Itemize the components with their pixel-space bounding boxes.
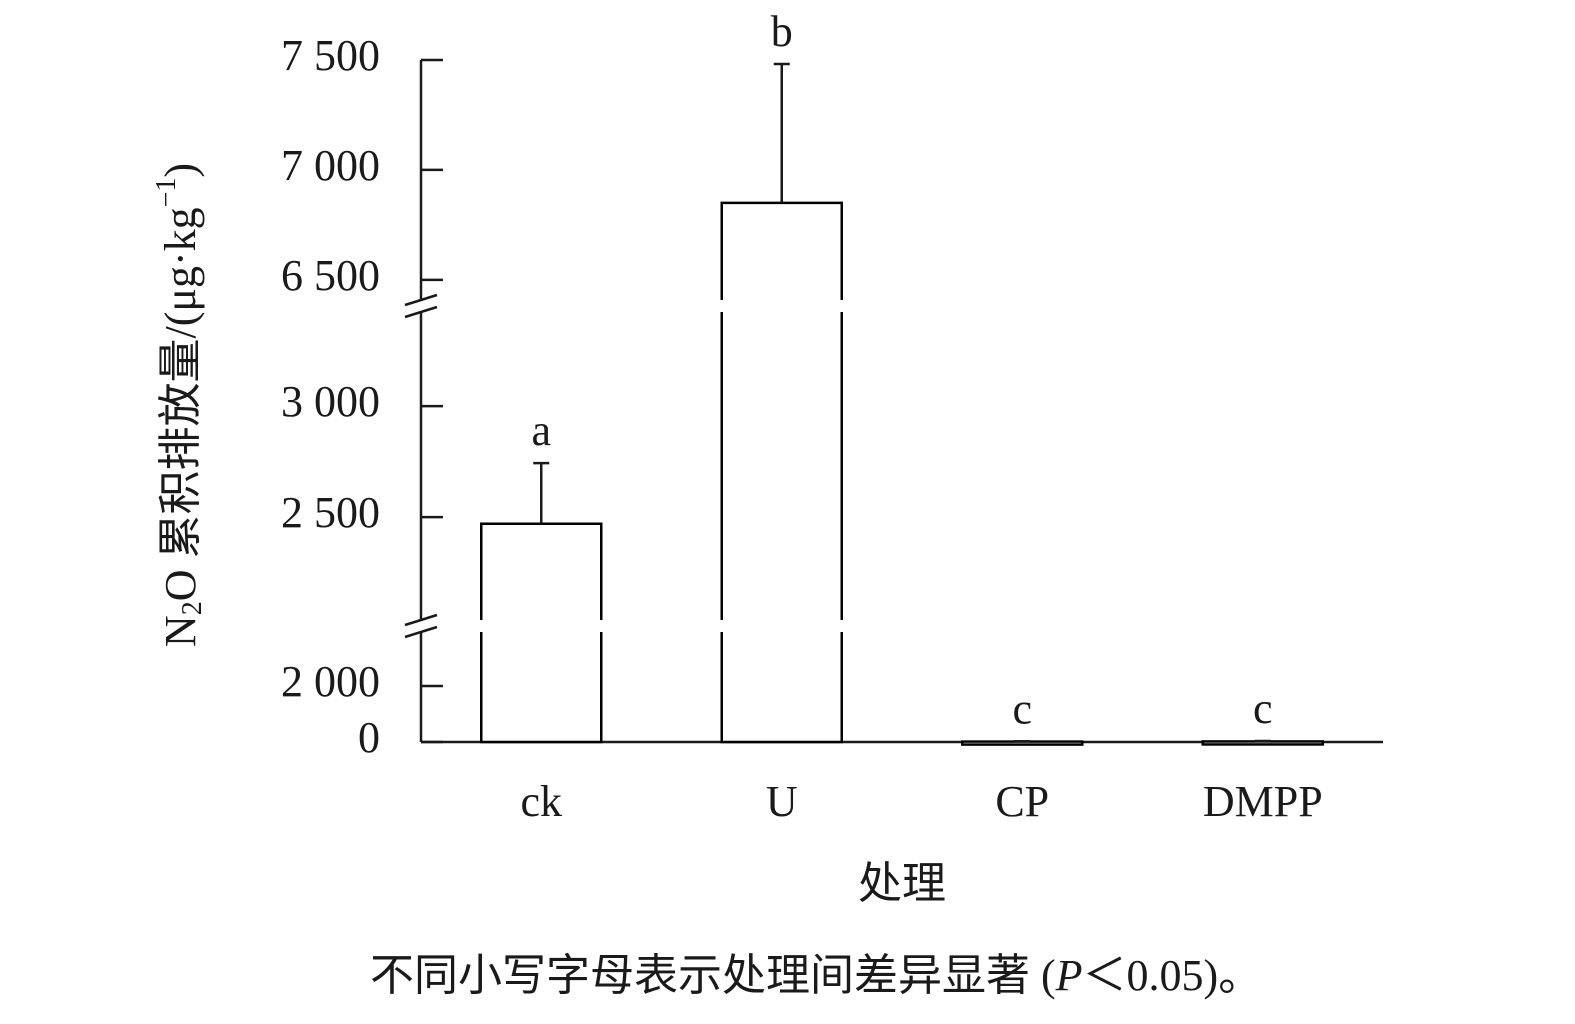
- note-part: P: [1055, 951, 1083, 1000]
- y-tick-label: 2 000: [281, 657, 380, 706]
- y-tick-label: 7 000: [281, 141, 380, 190]
- x-tick-label: CP: [995, 777, 1049, 826]
- y-label-sub: 2: [177, 601, 208, 615]
- note-part: 不同小写字母表示处理间差异显著 (: [370, 951, 1056, 1000]
- axis-break: [404, 305, 438, 319]
- y-tick-label: 3 000: [281, 377, 380, 426]
- note-part: ＜0.05)。: [1083, 951, 1263, 1000]
- axis-break: [404, 613, 438, 627]
- y-label-part: ): [156, 163, 205, 178]
- y-label-part: N: [156, 615, 205, 647]
- y-label-sup: −1: [151, 178, 182, 208]
- bar-break-gap: [718, 300, 845, 312]
- axis-break: [404, 625, 438, 639]
- y-axis-label: N2O 累积排放量/(μg·kg−1): [151, 163, 208, 647]
- significance-label: c: [1253, 684, 1273, 733]
- x-tick-label: DMPP: [1203, 777, 1323, 826]
- y-tick-label: 0: [358, 713, 380, 762]
- bar: [720, 201, 843, 744]
- axis-break: [404, 293, 438, 307]
- y-tick-label: 6 500: [281, 251, 380, 300]
- bar: [480, 522, 603, 744]
- bar-break-gap: [478, 620, 605, 632]
- y-tick-label: 2 500: [281, 488, 380, 537]
- axis-break-gap: [417, 300, 425, 312]
- x-tick-label: U: [766, 777, 798, 826]
- axis-break-gap: [417, 620, 425, 632]
- significance-label: b: [771, 7, 793, 56]
- x-axis-label: 处理: [858, 859, 946, 908]
- note: 不同小写字母表示处理间差异显著 (P＜0.05)。: [370, 951, 1262, 1000]
- significance-label: c: [1012, 684, 1032, 733]
- bar-break-gap: [718, 620, 845, 632]
- y-label-part: O 累积排放量/(μg·kg: [156, 207, 205, 601]
- significance-label: a: [531, 406, 551, 455]
- y-tick-label: 7 500: [281, 31, 380, 80]
- x-tick-label: ck: [520, 777, 562, 826]
